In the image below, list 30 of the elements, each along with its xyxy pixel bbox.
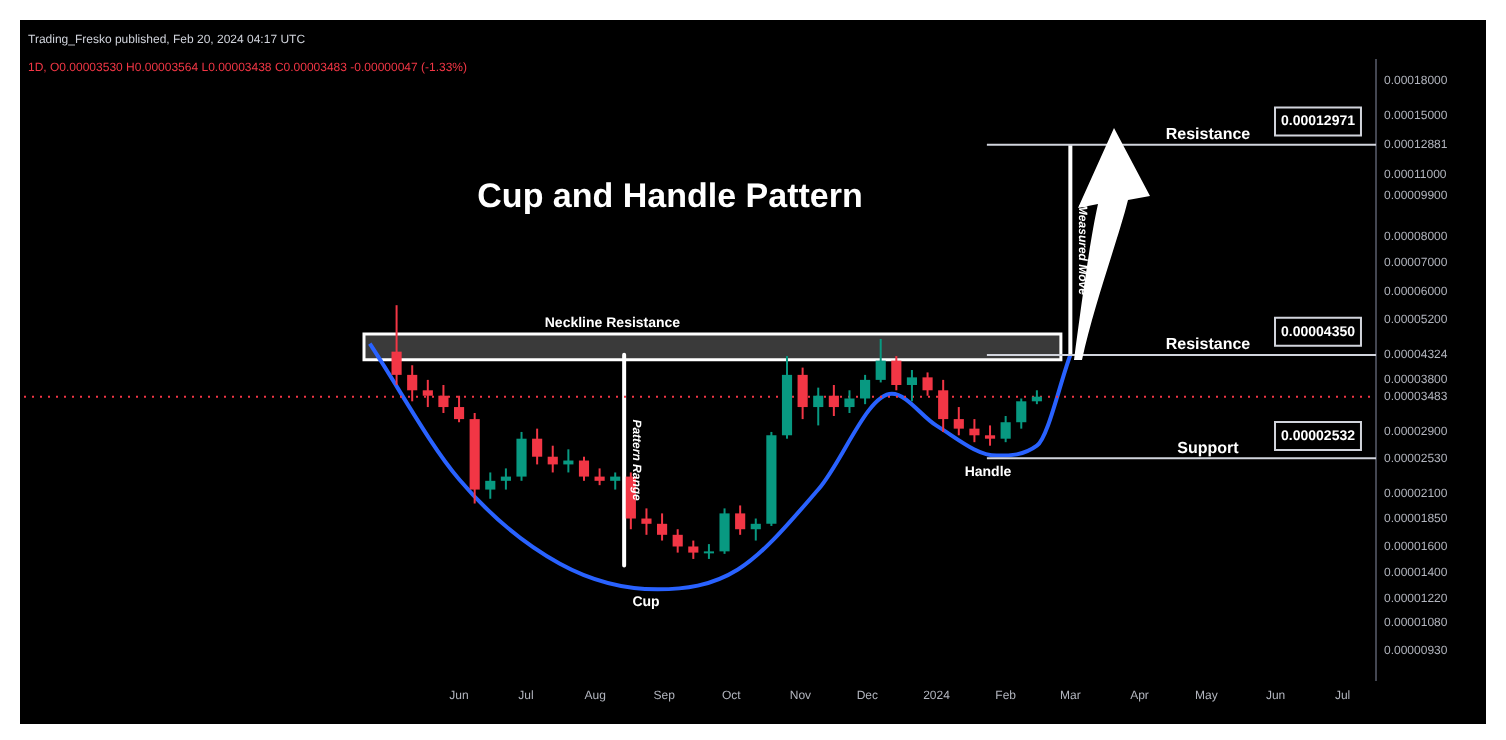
- candlestick: [532, 427, 543, 466]
- candlestick: [641, 507, 652, 536]
- ref-line-label: Resistance: [1165, 125, 1252, 144]
- candlestick: [844, 389, 855, 414]
- candlestick: [485, 471, 496, 500]
- candlestick: [1016, 397, 1027, 430]
- candlestick: [906, 369, 918, 403]
- candlestick: [672, 528, 683, 554]
- candlestick: [969, 418, 980, 444]
- candlestick: [391, 304, 402, 387]
- ref-line-label: Resistance: [1165, 335, 1252, 354]
- candlestick: [657, 512, 668, 542]
- text: Cup and Handle Pattern: [477, 177, 863, 216]
- candlestick: [860, 373, 871, 406]
- candlestick: [578, 455, 590, 482]
- candlestick: [735, 504, 746, 536]
- candlestick: [500, 467, 511, 491]
- candlestick: [547, 444, 558, 474]
- candlestick: [813, 386, 824, 427]
- candlestick: [984, 424, 996, 447]
- line-series: [367, 341, 1073, 592]
- candlestick: [1000, 415, 1011, 444]
- candlestick: [891, 355, 902, 392]
- candlestick: [875, 337, 886, 384]
- candlestick: [750, 517, 761, 542]
- candlestick: [516, 430, 527, 482]
- ref-line-label: Support: [1177, 438, 1240, 457]
- candlestick: [688, 539, 699, 560]
- candlestick: [953, 406, 964, 437]
- candlestick: [719, 507, 730, 555]
